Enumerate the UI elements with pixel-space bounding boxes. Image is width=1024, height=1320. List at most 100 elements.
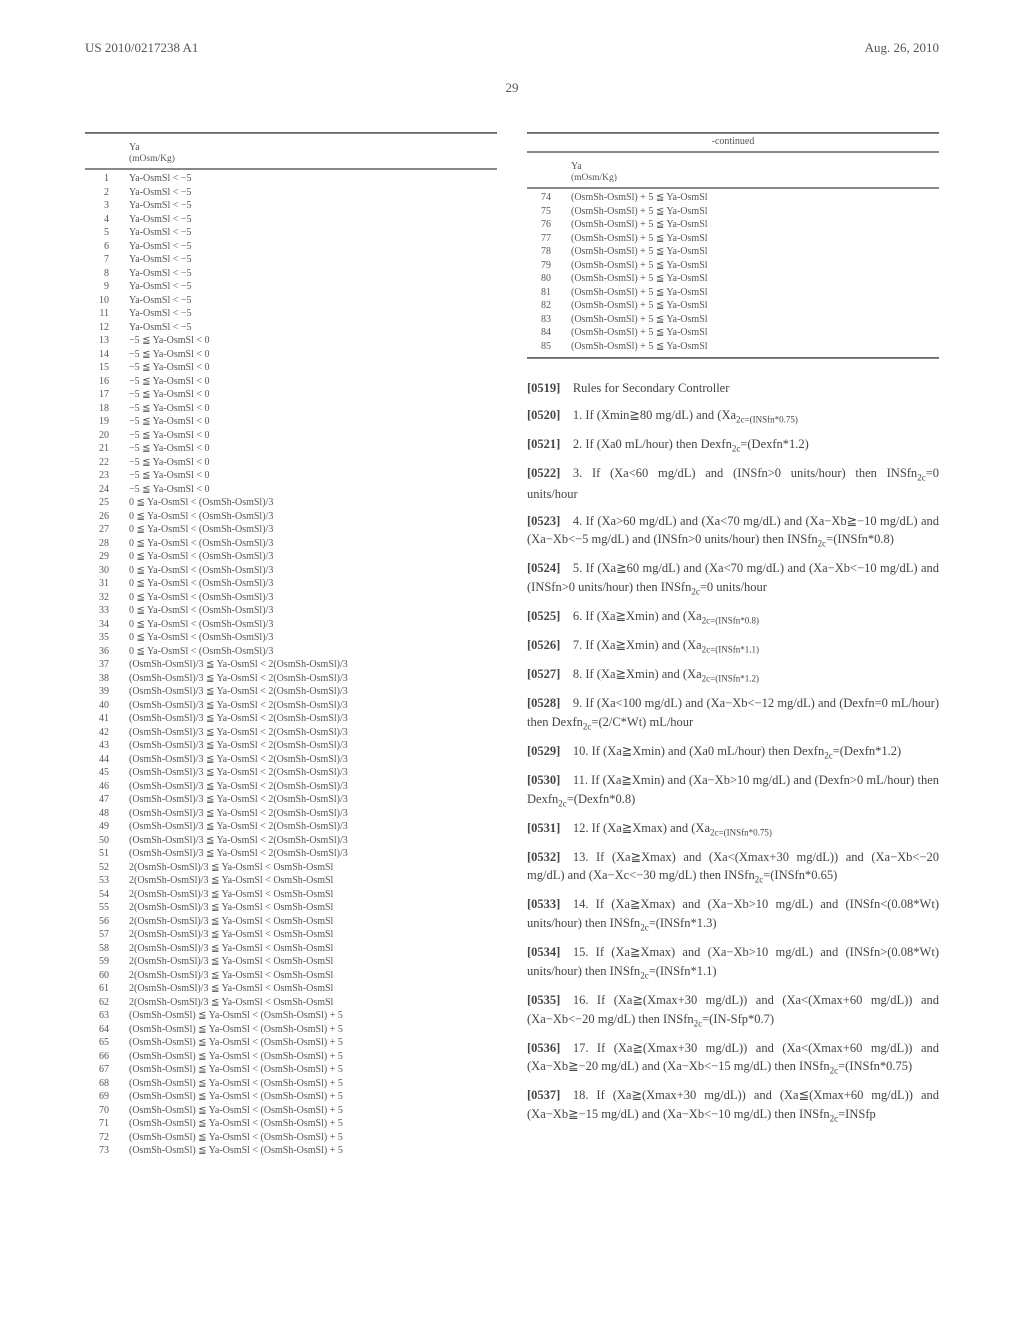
- row-index: 16: [85, 375, 129, 389]
- paragraph-number: [0531]: [527, 821, 560, 835]
- row-value: 0 ≦ Ya-OsmSl < (OsmSh-OsmSl)/3: [129, 550, 497, 564]
- row-index: 54: [85, 888, 129, 902]
- row-index: 76: [527, 218, 571, 232]
- table-row: 47(OsmSh-OsmSl)/3 ≦ Ya-OsmSl < 2(OsmSh-O…: [85, 793, 497, 807]
- row-value: (OsmSh-OsmSl)/3 ≦ Ya-OsmSl < 2(OsmSh-Osm…: [129, 699, 497, 713]
- table-row: 350 ≦ Ya-OsmSl < (OsmSh-OsmSl)/3: [85, 631, 497, 645]
- row-value: 0 ≦ Ya-OsmSl < (OsmSh-OsmSl)/3: [129, 496, 497, 510]
- table-row: 320 ≦ Ya-OsmSl < (OsmSh-OsmSl)/3: [85, 591, 497, 605]
- row-value: 0 ≦ Ya-OsmSl < (OsmSh-OsmSl)/3: [129, 510, 497, 524]
- page-number: 29: [0, 80, 1024, 96]
- row-index: 4: [85, 213, 129, 227]
- table-row: 360 ≦ Ya-OsmSl < (OsmSh-OsmSl)/3: [85, 645, 497, 659]
- paragraph: [0529] 10. If (Xa≧Xmin) and (Xa0 mL/hour…: [527, 742, 939, 763]
- table-row: 300 ≦ Ya-OsmSl < (OsmSh-OsmSl)/3: [85, 564, 497, 578]
- row-value: 2(OsmSh-OsmSl)/3 ≦ Ya-OsmSl < OsmSh-OsmS…: [129, 888, 497, 902]
- row-value: (OsmSh-OsmSl)/3 ≦ Ya-OsmSl < 2(OsmSh-Osm…: [129, 726, 497, 740]
- row-index: 74: [527, 191, 571, 205]
- row-index: 19: [85, 415, 129, 429]
- row-index: 85: [527, 340, 571, 354]
- row-index: 63: [85, 1009, 129, 1023]
- paragraph-text: 18. If (Xa≧(Xmax+30 mg/dL)) and (Xa≦(Xma…: [527, 1088, 939, 1121]
- row-index: 1: [85, 172, 129, 186]
- table-row: 270 ≦ Ya-OsmSl < (OsmSh-OsmSl)/3: [85, 523, 497, 537]
- col-header-ya-right: Ya: [571, 161, 582, 172]
- row-value: 0 ≦ Ya-OsmSl < (OsmSh-OsmSl)/3: [129, 523, 497, 537]
- row-index: 42: [85, 726, 129, 740]
- row-value: (OsmSh-OsmSl)/3 ≦ Ya-OsmSl < 2(OsmSh-Osm…: [129, 658, 497, 672]
- row-index: 58: [85, 942, 129, 956]
- row-value: (OsmSh-OsmSl)/3 ≦ Ya-OsmSl < 2(OsmSh-Osm…: [129, 739, 497, 753]
- table-row: 67(OsmSh-OsmSl) ≦ Ya-OsmSl < (OsmSh-OsmS…: [85, 1063, 497, 1077]
- paragraph-number: [0522]: [527, 466, 560, 480]
- page-header: US 2010/0217238 A1 Aug. 26, 2010: [85, 40, 939, 56]
- row-index: 34: [85, 618, 129, 632]
- paragraph-text: Rules for Secondary Controller: [560, 381, 729, 395]
- row-index: 73: [85, 1144, 129, 1158]
- table-row: 2Ya-OsmSl < −5: [85, 186, 497, 200]
- table-row: 562(OsmSh-OsmSl)/3 ≦ Ya-OsmSl < OsmSh-Os…: [85, 915, 497, 929]
- row-index: 3: [85, 199, 129, 213]
- paragraph: [0525] 6. If (Xa≧Xmin) and (Xa2c=(INSfn*…: [527, 607, 939, 628]
- paragraph-number: [0524]: [527, 561, 560, 575]
- row-index: 53: [85, 874, 129, 888]
- paragraph: [0526] 7. If (Xa≧Xmin) and (Xa2c=(INSfn*…: [527, 636, 939, 657]
- row-index: 9: [85, 280, 129, 294]
- table-row: 22−5 ≦ Ya-OsmSl < 0: [85, 456, 497, 470]
- row-index: 5: [85, 226, 129, 240]
- row-value: Ya-OsmSl < −5: [129, 186, 497, 200]
- paragraph-text: 17. If (Xa≧(Xmax+30 mg/dL)) and (Xa<(Xma…: [527, 1041, 939, 1074]
- row-value: (OsmSh-OsmSl) ≦ Ya-OsmSl < (OsmSh-OsmSl)…: [129, 1023, 497, 1037]
- table-row: 74(OsmSh-OsmSl) + 5 ≦ Ya-OsmSl: [527, 191, 939, 205]
- table-row: 532(OsmSh-OsmSl)/3 ≦ Ya-OsmSl < OsmSh-Os…: [85, 874, 497, 888]
- table-row: 65(OsmSh-OsmSl) ≦ Ya-OsmSl < (OsmSh-OsmS…: [85, 1036, 497, 1050]
- row-index: 13: [85, 334, 129, 348]
- table-row: 43(OsmSh-OsmSl)/3 ≦ Ya-OsmSl < 2(OsmSh-O…: [85, 739, 497, 753]
- row-value: 2(OsmSh-OsmSl)/3 ≦ Ya-OsmSl < OsmSh-OsmS…: [129, 982, 497, 996]
- row-index: 35: [85, 631, 129, 645]
- table-rule-top: [85, 132, 497, 134]
- row-value: (OsmSh-OsmSl) + 5 ≦ Ya-OsmSl: [571, 245, 939, 259]
- paragraph-number: [0519]: [527, 381, 560, 395]
- row-value: 2(OsmSh-OsmSl)/3 ≦ Ya-OsmSl < OsmSh-OsmS…: [129, 969, 497, 983]
- row-value: (OsmSh-OsmSl) ≦ Ya-OsmSl < (OsmSh-OsmSl)…: [129, 1009, 497, 1023]
- paragraph-text: 11. If (Xa≧Xmin) and (Xa−Xb>10 mg/dL) an…: [527, 773, 939, 806]
- row-value: Ya-OsmSl < −5: [129, 253, 497, 267]
- table-row: 14−5 ≦ Ya-OsmSl < 0: [85, 348, 497, 362]
- row-value: (OsmSh-OsmSl) ≦ Ya-OsmSl < (OsmSh-OsmSl)…: [129, 1144, 497, 1158]
- row-index: 23: [85, 469, 129, 483]
- col-header-ya: Ya: [129, 142, 140, 153]
- row-index: 43: [85, 739, 129, 753]
- paragraph-text: 12. If (Xa≧Xmax) and (Xa2c=(INSfn*0.75): [560, 821, 772, 835]
- paragraph-number: [0526]: [527, 638, 560, 652]
- row-index: 41: [85, 712, 129, 726]
- table-row: 15−5 ≦ Ya-OsmSl < 0: [85, 361, 497, 375]
- row-value: (OsmSh-OsmSl) ≦ Ya-OsmSl < (OsmSh-OsmSl)…: [129, 1104, 497, 1118]
- left-table-header: Ya (mOsm/Kg): [85, 136, 497, 166]
- row-index: 60: [85, 969, 129, 983]
- row-value: (OsmSh-OsmSl)/3 ≦ Ya-OsmSl < 2(OsmSh-Osm…: [129, 834, 497, 848]
- row-value: (OsmSh-OsmSl) + 5 ≦ Ya-OsmSl: [571, 191, 939, 205]
- patent-number: US 2010/0217238 A1: [85, 40, 198, 56]
- paragraph: [0522] 3. If (Xa<60 mg/dL) and (INSfn>0 …: [527, 464, 939, 504]
- row-index: 66: [85, 1050, 129, 1064]
- row-value: (OsmSh-OsmSl) + 5 ≦ Ya-OsmSl: [571, 218, 939, 232]
- row-value: (OsmSh-OsmSl)/3 ≦ Ya-OsmSl < 2(OsmSh-Osm…: [129, 793, 497, 807]
- table-row: 602(OsmSh-OsmSl)/3 ≦ Ya-OsmSl < OsmSh-Os…: [85, 969, 497, 983]
- table-row: 23−5 ≦ Ya-OsmSl < 0: [85, 469, 497, 483]
- table-row: 522(OsmSh-OsmSl)/3 ≦ Ya-OsmSl < OsmSh-Os…: [85, 861, 497, 875]
- table-row: 340 ≦ Ya-OsmSl < (OsmSh-OsmSl)/3: [85, 618, 497, 632]
- row-index: 29: [85, 550, 129, 564]
- row-index: 78: [527, 245, 571, 259]
- table-row: 41(OsmSh-OsmSl)/3 ≦ Ya-OsmSl < 2(OsmSh-O…: [85, 712, 497, 726]
- row-value: 0 ≦ Ya-OsmSl < (OsmSh-OsmSl)/3: [129, 631, 497, 645]
- row-value: 2(OsmSh-OsmSl)/3 ≦ Ya-OsmSl < OsmSh-OsmS…: [129, 874, 497, 888]
- table-row: 64(OsmSh-OsmSl) ≦ Ya-OsmSl < (OsmSh-OsmS…: [85, 1023, 497, 1037]
- table-row: 330 ≦ Ya-OsmSl < (OsmSh-OsmSl)/3: [85, 604, 497, 618]
- table-rule-mid: [85, 168, 497, 170]
- row-value: −5 ≦ Ya-OsmSl < 0: [129, 334, 497, 348]
- table-row: 77(OsmSh-OsmSl) + 5 ≦ Ya-OsmSl: [527, 232, 939, 246]
- row-value: −5 ≦ Ya-OsmSl < 0: [129, 456, 497, 470]
- row-index: 26: [85, 510, 129, 524]
- row-index: 81: [527, 286, 571, 300]
